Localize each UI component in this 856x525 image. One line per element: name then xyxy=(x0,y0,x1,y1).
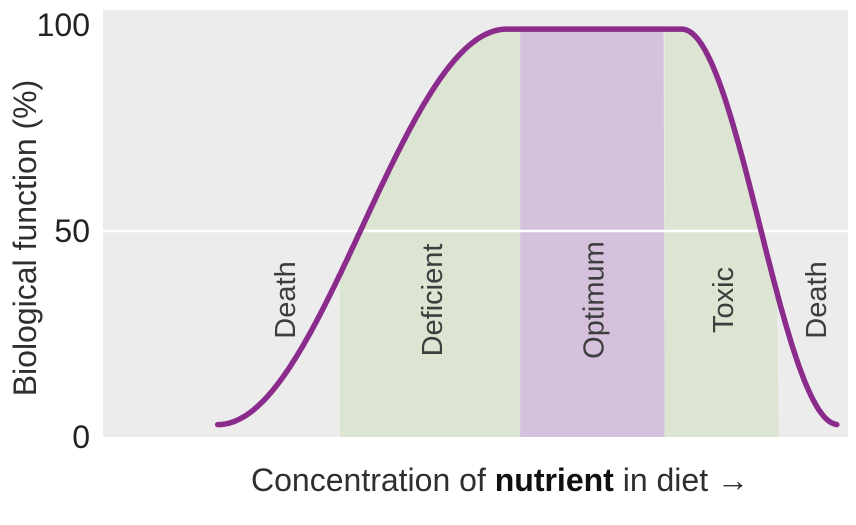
zone-fill-toxic xyxy=(664,29,779,437)
ytick-0: 0 xyxy=(72,419,90,455)
y-axis-label: Biological function (%) xyxy=(7,80,43,397)
zone-label-deficient: Deficient xyxy=(417,244,449,357)
ytick-50: 50 xyxy=(54,213,90,249)
zone-label-death: Death xyxy=(801,261,833,338)
x-axis-label-nutrient: nutrient xyxy=(495,462,614,498)
x-axis-label: Concentration of nutrient in diet → xyxy=(251,462,749,498)
right-arrow-icon: → xyxy=(717,462,749,498)
zone-label-toxic: Toxic xyxy=(708,267,740,333)
zone-fills xyxy=(339,29,779,437)
zone-labels: Death Deficient Optimum Toxic Death xyxy=(270,241,833,359)
zone-label-optimum: Optimum xyxy=(579,241,611,359)
ytick-100: 100 xyxy=(37,7,90,43)
zone-label-death: Death xyxy=(270,261,302,338)
y-axis-ticks: 0 50 100 xyxy=(37,7,90,455)
x-axis-label-part: in diet xyxy=(623,462,717,498)
x-axis-label-part: Concentration of xyxy=(251,462,495,498)
zone-fill-deficient xyxy=(339,29,521,437)
zone-fill-optimum xyxy=(520,29,665,437)
dose-response-curve xyxy=(214,26,840,428)
